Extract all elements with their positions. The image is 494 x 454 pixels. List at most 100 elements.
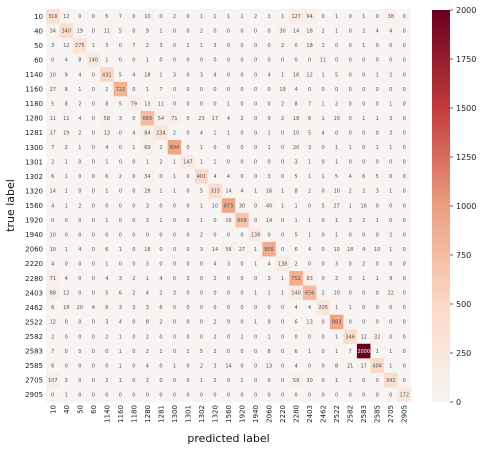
heatmap-cell: [221, 387, 236, 403]
heatmap-cell: [73, 198, 87, 214]
colorbar-tick-label: 250: [456, 349, 471, 358]
heatmap-cell: [329, 9, 344, 24]
cell-value-label: 147: [183, 160, 193, 166]
heatmap-cell: [397, 358, 412, 374]
cell-value-label: 0: [403, 349, 406, 355]
heatmap-cell: [316, 81, 331, 97]
cell-value-label: 0: [281, 145, 284, 151]
cell-value-label: 10: [50, 72, 56, 78]
cell-value-label: 0: [173, 334, 176, 340]
cell-value-label: 1: [335, 29, 338, 35]
heatmap-cell: [248, 96, 263, 112]
cell-value-label: 0: [376, 87, 379, 93]
heatmap-cell: [181, 154, 196, 170]
cell-value-label: 4: [294, 305, 297, 311]
heatmap-cell: [127, 358, 141, 374]
cell-value-label: 1: [281, 276, 284, 282]
heatmap-cell: [154, 198, 168, 214]
heatmap-cell: [100, 212, 114, 228]
y-tick-label: 2060: [25, 246, 43, 254]
cell-value-label: 0: [389, 320, 392, 326]
cell-value-label: 3: [119, 276, 122, 282]
cell-value-label: 0: [389, 218, 392, 224]
heatmap-cell: [208, 23, 223, 39]
y-tick-label: 1301: [25, 158, 43, 166]
cell-value-label: 665: [143, 116, 153, 122]
cell-value-label: 0: [173, 29, 176, 35]
heatmap-cell: [140, 300, 155, 315]
heatmap-cell: [370, 52, 385, 68]
heatmap-cell: [127, 96, 141, 112]
cell-value-label: 0: [78, 378, 81, 384]
heatmap-cell: [289, 183, 304, 199]
cell-value-label: 0: [254, 378, 257, 384]
cell-value-label: 2: [362, 29, 365, 35]
heatmap-cell: [100, 387, 114, 403]
cell-value-label: 0: [132, 349, 135, 355]
heatmap-cell: [113, 110, 128, 126]
heatmap-cell: [59, 300, 74, 315]
heatmap-cell: [73, 183, 87, 199]
heatmap-cell: [86, 358, 101, 374]
heatmap-cell: [113, 38, 128, 53]
heatmap-cell: [302, 38, 317, 53]
heatmap-cell: [181, 140, 196, 155]
heatmap-cell: [235, 52, 250, 68]
cell-value-label: 0: [322, 378, 325, 384]
heatmap-cell: [194, 241, 209, 257]
x-tick-label: 2705: [387, 405, 395, 423]
heatmap-cell: [46, 241, 60, 257]
heatmap-cell: [86, 241, 101, 257]
heatmap-cell: [208, 271, 223, 286]
heatmap-cell: [289, 169, 304, 184]
cell-value-label: 0: [92, 131, 95, 137]
cell-value-label: 3: [267, 174, 270, 180]
cell-value-label: 0: [240, 393, 243, 399]
heatmap-cell: [235, 198, 250, 214]
heatmap-cell: [113, 183, 128, 199]
x-tick-label: 2060: [266, 405, 274, 423]
heatmap-cell: [397, 96, 412, 112]
heatmap-cell: [221, 96, 236, 112]
cell-value-label: 8: [267, 349, 270, 355]
cell-value-label: 5: [308, 131, 311, 137]
heatmap-cell: [73, 256, 87, 272]
heatmap-cell: [262, 271, 277, 286]
cell-value-label: 138: [251, 232, 261, 238]
heatmap-cell: [59, 241, 74, 257]
cell-value-label: 0: [132, 218, 135, 224]
heatmap-cell: [167, 227, 182, 243]
cell-value-label: 0: [281, 247, 284, 253]
cell-value-label: 2: [349, 189, 352, 195]
cell-value-label: 7: [132, 43, 135, 49]
cell-value-label: 71: [171, 116, 177, 122]
cell-value-label: 18: [63, 305, 69, 311]
y-tick-label: 2280: [25, 275, 43, 283]
heatmap-cell: [289, 140, 304, 155]
heatmap-cell: [140, 343, 155, 359]
y-tick-label: 1140: [25, 71, 43, 79]
heatmap-cell: [46, 169, 60, 184]
cell-value-label: 0: [132, 363, 135, 369]
cell-value-label: 0: [227, 43, 230, 49]
heatmap-cell: [275, 67, 290, 83]
cell-value-label: 1: [227, 131, 230, 137]
cell-value-label: 1: [376, 145, 379, 151]
cell-value-label: 0: [349, 232, 352, 238]
cell-value-label: 0: [322, 262, 325, 268]
heatmap-cell: [329, 329, 344, 345]
cell-value-label: 0: [78, 363, 81, 369]
x-tick-labels: 10 40 50 60 1140 1160 1180 1280 1281 1300 1301 1302…: [49, 405, 408, 423]
heatmap-cell: [356, 241, 371, 257]
heatmap-cell: [383, 9, 398, 24]
heatmap-cell: [46, 52, 60, 68]
heatmap-cell: [154, 81, 168, 97]
heatmap-cell: [275, 314, 290, 330]
cell-value-label: 0: [240, 160, 243, 166]
heatmap-cell: [221, 358, 236, 374]
heatmap-cell: [181, 110, 196, 126]
cell-value-label: 0: [362, 72, 365, 78]
heatmap-cell: [127, 241, 141, 257]
cell-value-label: 1: [159, 189, 162, 195]
heatmap-cell: [154, 96, 168, 112]
